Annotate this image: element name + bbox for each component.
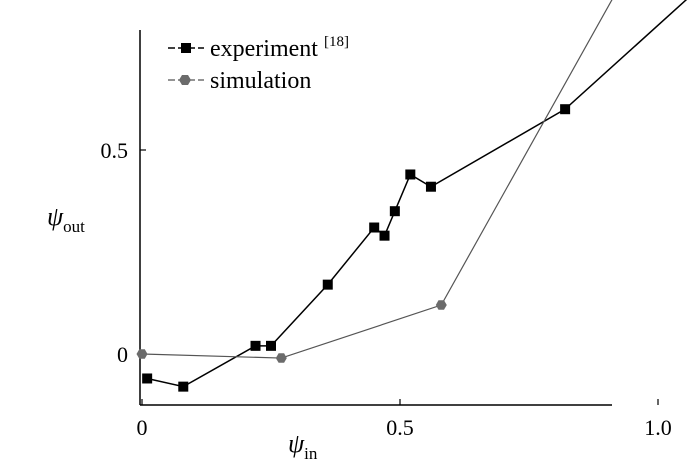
data-point-experiment bbox=[322, 279, 333, 290]
data-point-experiment bbox=[389, 206, 400, 217]
legend-marker-simulation bbox=[179, 75, 191, 85]
data-point-experiment bbox=[178, 381, 189, 392]
legend-label-simulation: simulation bbox=[210, 68, 311, 94]
data-point-experiment bbox=[560, 104, 571, 115]
series-layer bbox=[136, 0, 688, 392]
legend-item-simulation: simulation bbox=[168, 68, 311, 94]
y-tick-label: 0.5 bbox=[101, 138, 129, 163]
data-point-experiment bbox=[142, 373, 153, 384]
legend-label-experiment: experiment [18] bbox=[210, 34, 349, 62]
data-point-experiment bbox=[379, 230, 390, 241]
data-point-experiment bbox=[266, 340, 276, 351]
y-tick-label: 0 bbox=[117, 342, 128, 367]
data-point-experiment bbox=[369, 222, 380, 233]
legend-item-experiment: experiment [18] bbox=[168, 34, 349, 62]
data-point-experiment bbox=[250, 340, 261, 351]
legend: experiment [18] simulation bbox=[168, 34, 349, 94]
tick-labels: 00.51.01.500.51.01.5 bbox=[101, 138, 672, 440]
x-tick-label: 1.0 bbox=[644, 415, 672, 440]
y-axis-label: ψout bbox=[47, 202, 85, 236]
data-point-simulation bbox=[136, 349, 148, 359]
data-point-experiment bbox=[425, 181, 436, 192]
legend-marker-experiment bbox=[181, 43, 191, 53]
x-tick-label: 0 bbox=[137, 415, 148, 440]
x-axis-label: ψin bbox=[288, 429, 318, 463]
data-point-simulation bbox=[275, 353, 287, 363]
x-tick-label: 0.5 bbox=[386, 415, 414, 440]
data-point-experiment bbox=[405, 169, 416, 180]
data-point-simulation bbox=[435, 300, 447, 310]
